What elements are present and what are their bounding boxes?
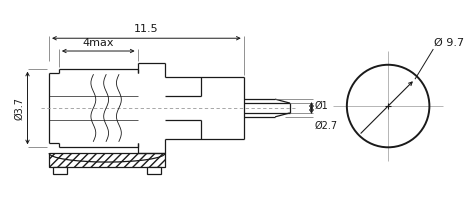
Text: 11.5: 11.5 (134, 24, 159, 34)
Bar (147, 167, 161, 174)
Bar (53, 167, 67, 174)
Text: Ø1: Ø1 (314, 101, 328, 111)
Text: Ø2.7: Ø2.7 (314, 121, 338, 131)
Text: 4max: 4max (83, 38, 114, 48)
Bar (49, 153, 165, 167)
Text: Ø 9.7: Ø 9.7 (434, 38, 464, 48)
Text: Ø3.7: Ø3.7 (15, 97, 24, 119)
